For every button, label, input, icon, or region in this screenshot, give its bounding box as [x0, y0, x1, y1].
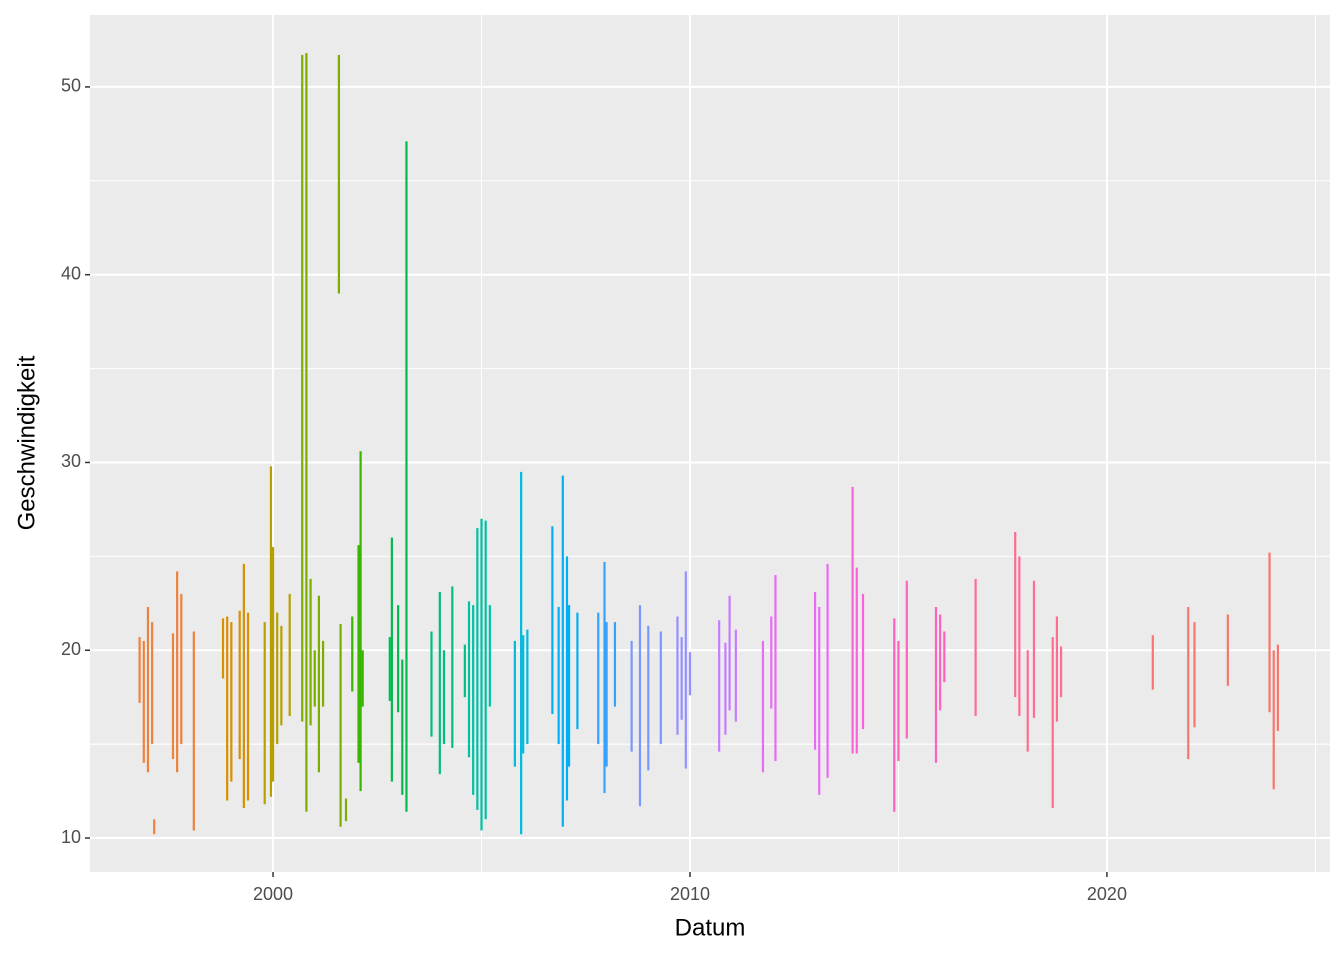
x-tick-label: 2000	[253, 884, 293, 904]
y-tick-label: 30	[61, 451, 81, 471]
x-tick-label: 2020	[1087, 884, 1127, 904]
y-tick-label: 50	[61, 76, 81, 96]
y-tick-label: 10	[61, 827, 81, 847]
y-axis-title: Geschwindigkeit	[13, 355, 40, 530]
y-tick-label: 40	[61, 263, 81, 283]
x-tick-label: 2010	[670, 884, 710, 904]
axes: 10 20 30 40 50 2000 2010 2020	[61, 76, 1127, 904]
plot-panel	[90, 15, 1330, 872]
x-axis-title: Datum	[675, 914, 746, 941]
marks	[138, 53, 1279, 835]
y-tick-label: 20	[61, 639, 81, 659]
